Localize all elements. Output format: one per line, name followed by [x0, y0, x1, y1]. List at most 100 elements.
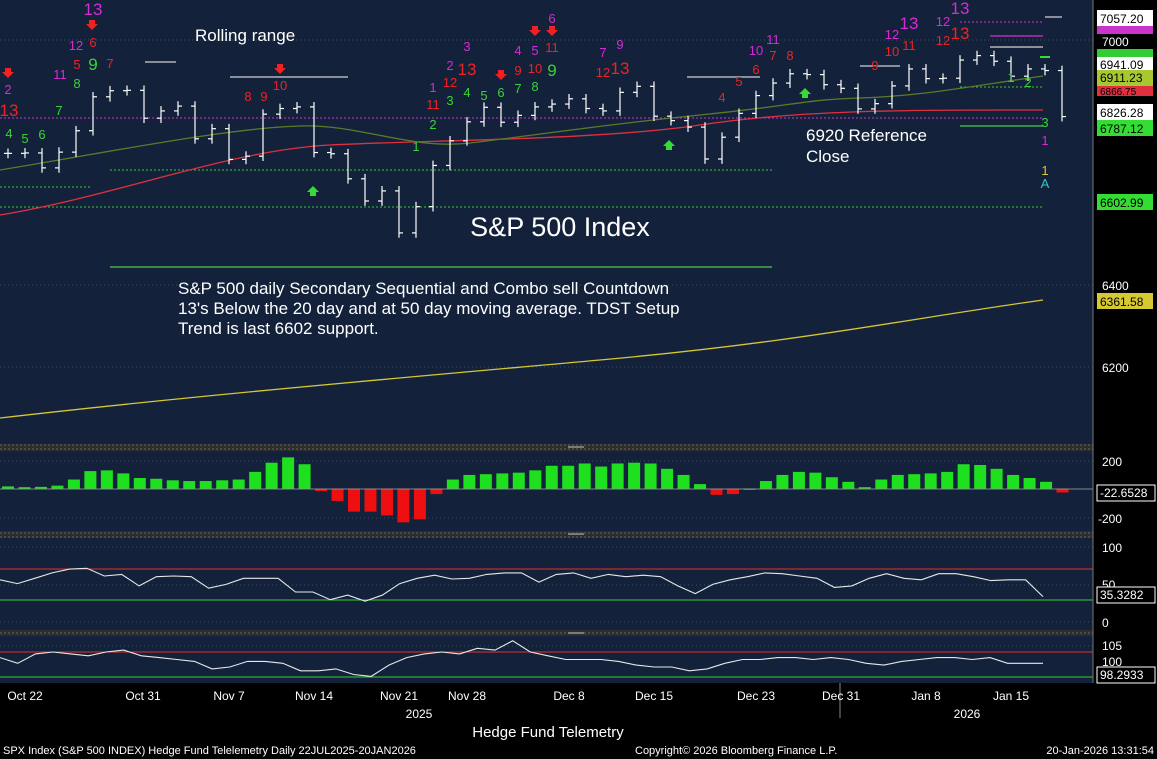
sell-arrow-icon	[86, 20, 98, 30]
td-count: A	[1041, 176, 1050, 191]
histogram-bar	[759, 481, 772, 489]
price-bar	[786, 68, 794, 88]
annotation-line: 13's Below the 20 day and at 50 day movi…	[178, 299, 680, 318]
price-bars	[4, 50, 1066, 238]
date-label: Oct 31	[125, 689, 161, 703]
td-count: 5	[480, 88, 487, 103]
price-bar	[667, 111, 675, 126]
histogram-bar	[133, 478, 146, 489]
histogram-bar	[1056, 488, 1069, 493]
price-bar	[1041, 64, 1049, 76]
annotation-line: S&P 500 daily Secondary Sequential and C…	[178, 279, 669, 298]
td-count: 10	[528, 61, 542, 76]
price-bar	[956, 55, 964, 84]
splitter-grip[interactable]	[568, 446, 584, 448]
buy-arrow-icon	[307, 186, 319, 196]
price-bar	[497, 102, 505, 128]
lower-axes: 200 -22.6528 -200 100 50 35.3282 0 105 1…	[1096, 455, 1156, 684]
value-tag-bg	[1096, 484, 1156, 502]
histogram-bar	[430, 488, 443, 495]
price-bar	[1058, 65, 1066, 122]
td-count: 12	[936, 33, 950, 48]
td-count: 1	[1007, 70, 1014, 85]
price-tag-bg	[1097, 10, 1153, 26]
histogram-bar	[51, 485, 64, 489]
splitter-grip[interactable]	[568, 533, 584, 535]
price-bar	[633, 81, 641, 98]
price-bar	[208, 123, 216, 144]
panel-splitter[interactable]	[0, 630, 1093, 636]
price-tick: 6200	[1102, 361, 1129, 375]
histogram-bar	[18, 487, 31, 489]
price-bar	[922, 64, 930, 84]
td-count: 13	[611, 59, 630, 78]
price-bar	[939, 73, 947, 84]
price-bar	[395, 186, 403, 238]
price-bar	[191, 101, 199, 144]
price-bar	[106, 85, 114, 102]
price-bar	[89, 91, 97, 136]
histogram-bar	[957, 464, 970, 489]
td-count: 2	[1024, 75, 1031, 90]
price-tag: 6602.99	[1100, 196, 1144, 210]
td-count: 12	[69, 38, 83, 53]
histogram-panel-bg	[0, 451, 1093, 531]
panel-splitter[interactable]	[0, 444, 1093, 451]
price-bar	[55, 147, 63, 173]
price-bar	[242, 151, 250, 165]
hist-tick: -200	[1098, 512, 1122, 526]
price-bar	[718, 132, 726, 164]
td-count: 11	[902, 38, 916, 53]
price-bar	[701, 122, 709, 164]
price-bar	[871, 98, 879, 114]
price-bar	[820, 69, 828, 90]
histogram-bar	[166, 480, 179, 489]
sell-arrow-icon	[529, 26, 541, 36]
histogram-bar	[463, 474, 476, 489]
td-count: 3	[1041, 115, 1048, 130]
td-count: 4	[514, 43, 521, 58]
price-bar	[361, 173, 369, 206]
price-bar	[310, 102, 318, 158]
price-bar	[276, 103, 284, 120]
histogram-bar	[825, 477, 838, 489]
price-tag-bg	[1097, 104, 1153, 120]
histogram-bar	[413, 488, 426, 520]
ratio-tick: 105	[1102, 639, 1122, 653]
sell-arrow-icon	[495, 70, 507, 80]
oscillator-panel-bg	[0, 538, 1093, 630]
td-count: 12	[885, 27, 899, 42]
td-count: 4	[718, 90, 725, 105]
td-count: 11	[766, 32, 780, 47]
price-tag-bg	[1097, 293, 1153, 309]
td-counts: 2 13 4 5 6 7 8 9 11 12 5 6 13 7 8 9 10 1…	[0, 0, 1050, 191]
histogram-bar	[562, 465, 575, 489]
panel-splitter[interactable]	[0, 531, 1093, 538]
sell-arrow-icon	[546, 26, 558, 36]
histogram-bar	[578, 463, 591, 489]
price-bar	[140, 85, 148, 124]
price-bar	[990, 50, 998, 67]
date-label: Nov 7	[213, 689, 245, 703]
td-count: 12	[936, 14, 950, 29]
ratio-line	[0, 640, 1043, 677]
td-count: 13	[951, 0, 970, 18]
histogram-bar	[792, 471, 805, 489]
price-tick: 6400	[1102, 279, 1129, 293]
main-panel-bg	[0, 0, 1093, 444]
price-bar	[769, 78, 777, 101]
price-bar	[463, 116, 471, 146]
price-bar	[157, 106, 165, 124]
td-count: 6	[38, 127, 45, 142]
histogram-bar	[315, 488, 328, 491]
histogram-bar	[282, 457, 295, 489]
histogram-bar	[726, 488, 739, 495]
td-count: 5	[73, 57, 80, 72]
price-bar	[514, 110, 522, 128]
splitter-grip[interactable]	[568, 632, 584, 634]
price-bar	[174, 101, 182, 116]
td-count: 9	[616, 37, 623, 52]
td-count: 9	[871, 58, 878, 73]
histogram-bar	[644, 463, 657, 489]
year-label: 2025	[406, 707, 433, 721]
